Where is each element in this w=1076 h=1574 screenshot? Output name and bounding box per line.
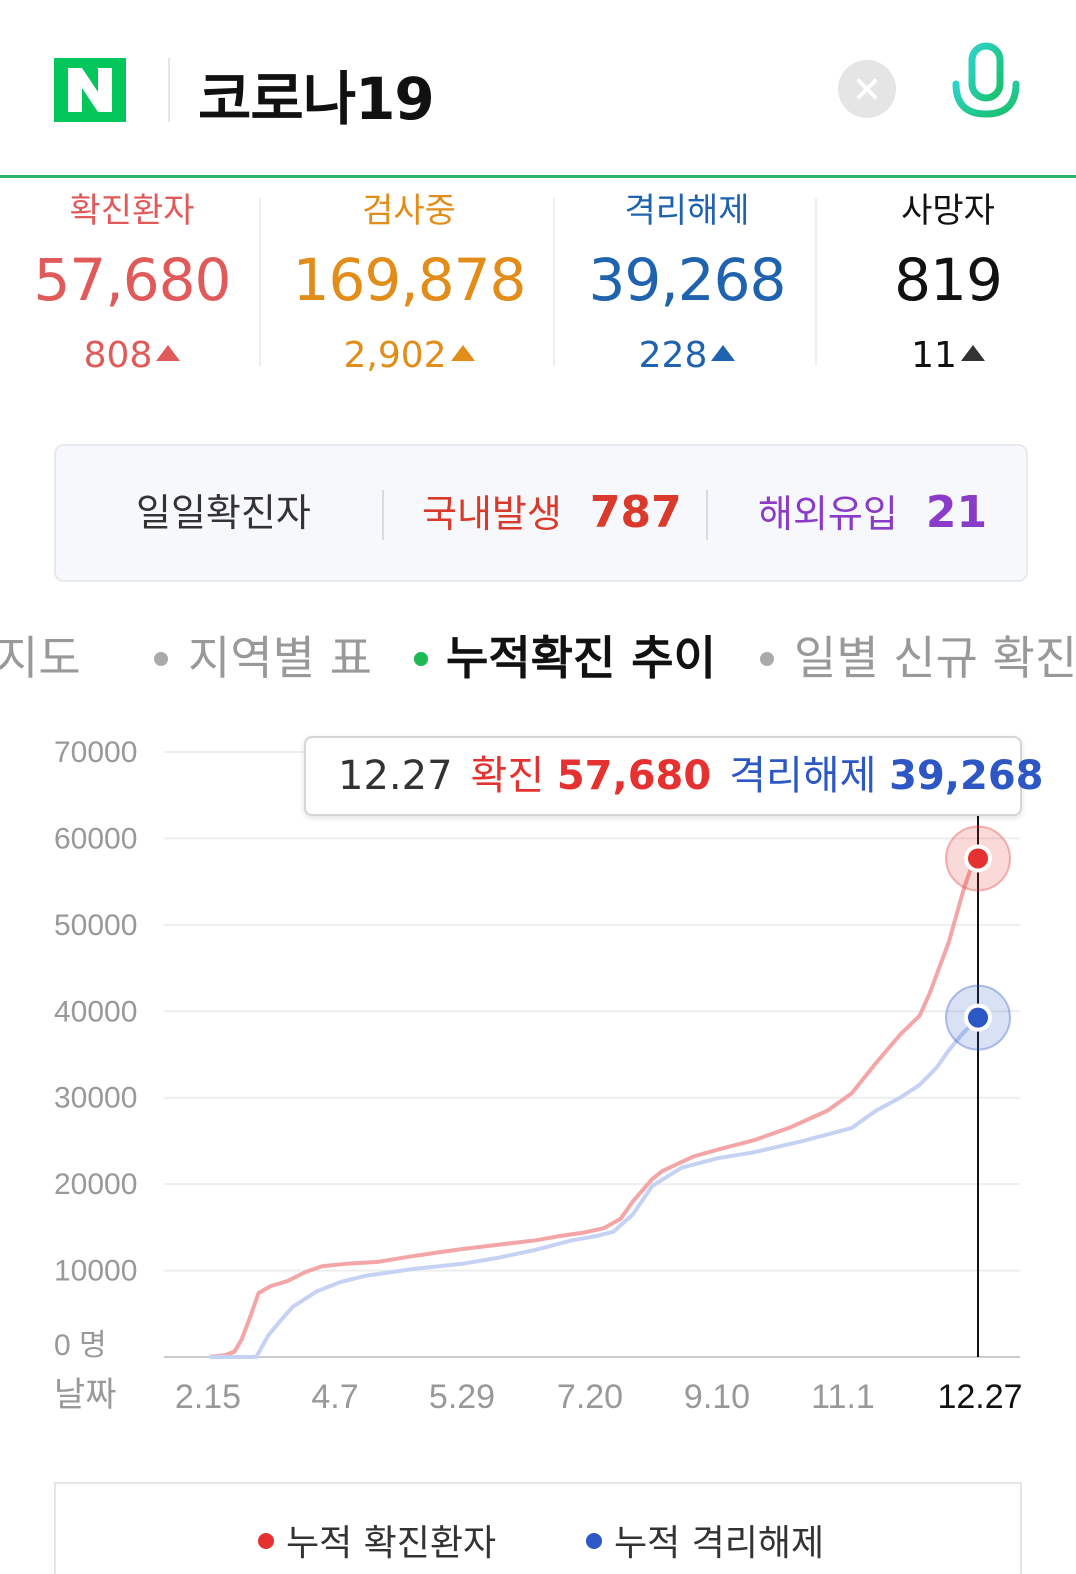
tab-dot [154,652,168,666]
stat-released: 격리해제 39,268 228 [572,186,802,388]
daily-overseas-label: 해외유입 [758,492,898,536]
up-arrow-icon [711,345,736,361]
x-axis-label: 날짜 [54,1376,117,1414]
stat-delta-value: 228 [638,335,708,376]
tab-daily-new[interactable]: 일별 신규 확진 [794,631,1076,685]
tab-region-table[interactable]: 지역별 표 [188,631,372,685]
stat-value: 169,878 [292,246,527,314]
highlight-point-released [968,1007,988,1028]
y-tick-label: 30000 [54,1082,137,1115]
naver-logo-icon[interactable] [54,58,126,122]
y-tick-label: 70000 [54,736,137,769]
daily-label: 일일확진자 [136,491,311,535]
stat-delta-value: 11 [911,335,957,376]
legend-item-released[interactable]: 누적 격리해제 [586,1514,824,1566]
stat-divider [815,198,817,366]
legend-label: 누적 격리해제 [614,1523,825,1564]
y-tick-label: 40000 [54,995,137,1028]
stat-value: 819 [894,246,1003,314]
tooltip-confirmed: 확진 57,680 [471,753,712,799]
stat-deaths: 사망자 819 11 [840,186,1056,388]
up-arrow-icon [156,345,181,361]
y-tick-label: 0 명 [54,1329,107,1362]
x-tick-label: 12.27 [937,1378,1022,1416]
series-line-released [210,1016,980,1359]
stat-delta-value: 808 [83,335,153,376]
stat-divider [553,198,555,366]
y-tick-label: 10000 [54,1255,137,1288]
stat-testing: 검사중 169,878 2,902 [282,186,536,388]
daily-overseas: 해외유입 21 [758,446,987,580]
tab-dot-active [414,652,428,666]
x-tick-label: 7.20 [557,1378,623,1416]
up-arrow-icon [450,345,475,361]
search-input[interactable]: 코로나19 [198,65,435,133]
tab-map[interactable]: 지도 [0,631,81,685]
stat-value: 39,268 [588,246,787,314]
tooltip-released-label: 격리해제 [729,753,877,799]
chart-tooltip: 12.27 확진 57,680 격리해제 39,268 [304,736,1043,816]
tooltip-released-value: 39,268 [889,753,1044,799]
highlight-point-confirmed [968,848,988,869]
clear-button[interactable] [838,60,896,118]
stat-divider [259,198,261,366]
series-line-confirmed [209,857,980,1359]
stat-label: 검사중 [362,191,456,231]
x-axis: 날짜 2.15 4.7 5.29 7.20 9.10 11.1 12.27 [54,1376,1023,1416]
x-tick-label: 11.1 [811,1378,875,1416]
stat-delta-value: 2,902 [343,335,447,376]
stat-delta: 2,902 [282,324,536,388]
close-icon [857,79,877,99]
y-tick-label: 20000 [54,1168,137,1201]
stat-value: 57,680 [33,246,232,314]
daily-domestic: 국내발생 787 [422,446,682,580]
cumulative-chart[interactable]: 70000 60000 50000 40000 30000 20000 10000 0 명 날… [0,720,1076,1440]
search-header: 코로나19 [0,0,1076,178]
chart-highlight [945,816,1011,1357]
microphone-icon[interactable] [946,40,1026,136]
stat-delta: 228 [572,324,802,388]
daily-divider [382,490,384,540]
stat-delta: 808 [22,324,242,388]
tooltip-released: 격리해제 39,268 [729,753,1043,799]
daily-domestic-label: 국내발생 [422,492,562,536]
chart-tabs: 지도 지역별 표 누적확진 추이 일별 신규 확진 [0,618,1076,698]
x-tick-label: 5.29 [429,1378,495,1416]
daily-domestic-value: 787 [589,487,682,538]
stat-confirmed: 확진환자 57,680 808 [22,186,242,388]
x-tick-label: 9.10 [684,1378,750,1416]
y-axis: 70000 60000 50000 40000 30000 20000 10000 0 명 [54,736,137,1362]
daily-confirmed-box: 일일확진자 국내발생 787 해외유입 21 [54,444,1028,582]
stats-summary: 확진환자 57,680 808 검사중 169,878 2,902 격리해제 3… [0,186,1076,386]
stat-label: 확진환자 [69,191,195,231]
tooltip-confirmed-label: 확진 [470,753,545,799]
tab-cumulative-trend[interactable]: 누적확진 추이 [446,631,716,685]
chart-grid [164,751,1020,1358]
chart-legend: 누적 확진환자 누적 격리해제 [54,1482,1022,1574]
y-tick-label: 60000 [54,822,137,855]
stat-label: 사망자 [901,191,995,231]
legend-dot-icon [586,1533,602,1549]
stat-label: 격리해제 [624,191,750,231]
stat-delta: 11 [840,324,1056,388]
daily-overseas-value: 21 [925,487,988,538]
tooltip-confirmed-value: 57,680 [556,753,712,799]
legend-dot-icon [258,1533,274,1549]
up-arrow-icon [960,345,985,361]
x-tick-label: 4.7 [311,1378,358,1416]
tab-dot [760,652,774,666]
daily-divider [706,490,708,540]
y-tick-label: 50000 [54,909,137,942]
tooltip-date: 12.27 [338,753,453,799]
header-divider [168,58,170,122]
legend-item-confirmed[interactable]: 누적 확진환자 [258,1514,496,1566]
x-tick-label: 2.15 [175,1378,241,1416]
legend-label: 누적 확진환자 [286,1523,497,1564]
